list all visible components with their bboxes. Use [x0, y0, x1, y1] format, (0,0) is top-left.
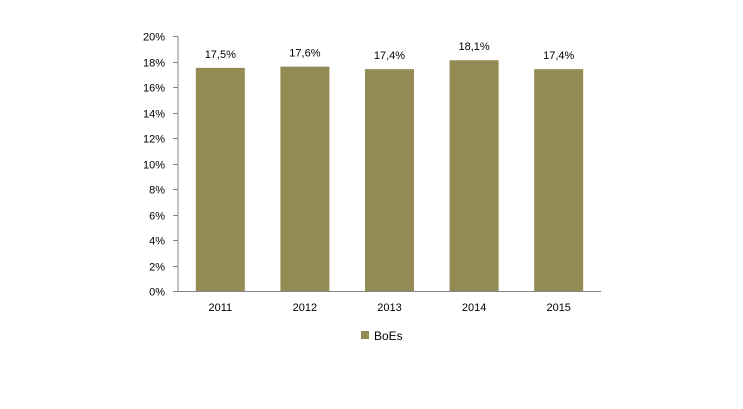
bar	[280, 66, 330, 291]
x-tick-label: 2011	[208, 302, 232, 314]
data-label: 17,4%	[374, 50, 405, 62]
x-tick-label: 2013	[377, 302, 401, 314]
y-tick-label: 0%	[149, 287, 165, 299]
legend-label-boes: BoEs	[374, 329, 403, 343]
x-axis: 2011 2012 2013 2014 2015	[178, 291, 601, 314]
y-tick-label: 16%	[143, 83, 165, 95]
data-labels: 17,5% 17,6% 17,4% 18,1% 17,4%	[205, 41, 575, 62]
y-tick-label: 20%	[143, 32, 165, 44]
data-label: 17,6%	[289, 48, 320, 60]
data-label: 17,4%	[543, 50, 574, 62]
bar	[449, 60, 499, 291]
bar-series-boes	[195, 60, 584, 292]
x-tick-label: 2015	[546, 302, 570, 314]
y-tick-label: 4%	[149, 236, 165, 248]
x-tick-label: 2012	[293, 302, 317, 314]
x-tick-label: 2014	[462, 302, 486, 314]
data-label: 18,1%	[458, 41, 489, 53]
y-tick-label: 10%	[143, 160, 165, 172]
y-tick-label: 6%	[149, 211, 165, 223]
bar	[365, 69, 414, 292]
y-tick-label: 8%	[149, 185, 165, 197]
y-tick-label: 18%	[143, 58, 165, 70]
y-tick-label: 14%	[143, 109, 165, 121]
data-label: 17,5%	[205, 49, 236, 61]
y-tick-label: 12%	[143, 134, 165, 146]
y-axis: 0% 2% 4% 6% 8% 10% 12% 14% 16% 18% 20%	[143, 32, 179, 299]
bar	[534, 69, 584, 292]
legend-swatch-boes	[361, 331, 369, 339]
y-tick-label: 2%	[149, 262, 165, 274]
bar	[195, 67, 245, 291]
legend: BoEs	[361, 329, 403, 343]
